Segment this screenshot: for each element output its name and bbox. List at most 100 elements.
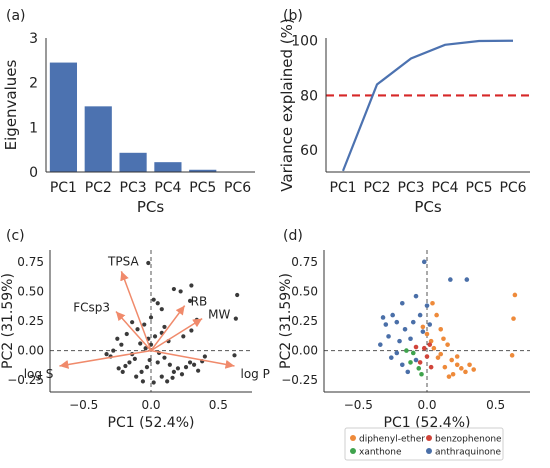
x-tick-label: PC2: [85, 180, 112, 196]
data-point: [162, 355, 167, 360]
y-tick-label: 1: [29, 120, 38, 136]
data-point-benzophenone: [421, 345, 427, 351]
data-point-diphenyl-ether: [445, 342, 450, 347]
data-point: [152, 334, 158, 339]
x-tick-label: PC5: [465, 180, 492, 196]
data-point-anthraquinone: [413, 293, 419, 299]
legend-label: benzophenone: [435, 435, 502, 445]
data-point-anthraquinone: [413, 357, 419, 363]
panel-a: (a) 0 1 2 3 PC1 PC2 PC3 PC4 PC5 PC6 PCs Eigenvalues: [2, 8, 255, 216]
y-axis-label: PC2 (31.59%): [278, 273, 294, 369]
legend-box: [344, 427, 504, 461]
data-point: [134, 374, 139, 379]
data-point-diphenyl-ether: [441, 336, 446, 342]
data-point-diphenyl-ether: [431, 345, 437, 351]
x-axis-label: PCs: [414, 198, 442, 216]
data-point-diphenyl-ether: [454, 362, 460, 368]
data-point: [119, 342, 124, 347]
y-tick-label: 0.25: [17, 314, 44, 328]
data-point-anthraquinone: [394, 319, 400, 325]
legend: diphenyl-ether benzophenone xanthone anthra…: [344, 427, 504, 461]
y-tick-label: 0.25: [291, 314, 318, 328]
data-point: [179, 372, 185, 377]
data-point-anthraquinone: [410, 319, 416, 325]
data-point-diphenyl-ether: [463, 369, 468, 375]
panel-label: (a): [6, 8, 26, 24]
data-point-anthraquinone: [388, 355, 394, 360]
data-point: [181, 334, 186, 339]
loading-label: log S: [24, 367, 54, 381]
data-point: [151, 297, 156, 302]
data-point-diphenyl-ether: [467, 362, 472, 368]
bar-PC4: [154, 162, 182, 172]
legend-marker: [350, 448, 356, 454]
data-point: [138, 341, 143, 346]
y-tick-label: 0.75: [17, 255, 44, 269]
y-tick-label: 0: [29, 165, 38, 181]
x-tick-label: PC1: [50, 180, 77, 196]
data-point-anthraquinone: [421, 259, 427, 265]
data-point: [148, 315, 154, 320]
data-point-diphenyl-ether: [430, 300, 435, 306]
y-tick-label: 60: [300, 143, 318, 159]
data-point-diphenyl-ether: [459, 366, 464, 371]
data-point-xanthone: [404, 348, 409, 353]
data-point-benzophenone: [413, 344, 419, 350]
legend-marker: [426, 448, 432, 454]
x-tick-label: −0.5: [344, 398, 373, 412]
y-tick-label: 100: [291, 34, 318, 50]
data-point: [104, 352, 109, 357]
data-point-diphenyl-ether: [509, 353, 515, 358]
data-point: [146, 260, 151, 266]
y-axis-label: Variance explained (%): [278, 18, 296, 191]
x-tick-label: 0.0: [141, 398, 160, 412]
panel-b: (b) 60 80 100 PC1 PC2 PC3 PC4 PC5 PC6 PCs Variance …: [278, 8, 530, 216]
data-point: [111, 348, 116, 353]
data-point-xanthone: [416, 366, 422, 371]
data-point: [155, 301, 160, 306]
x-axis-label: PC1 (52.4%): [384, 415, 471, 431]
x-tick-label: PC1: [329, 180, 356, 196]
y-tick-label: 3: [29, 31, 38, 47]
data-point: [187, 298, 193, 303]
data-point-benzophenone: [428, 364, 434, 370]
legend-marker: [426, 435, 432, 441]
x-tick-label: PC6: [499, 180, 526, 196]
loading-label: TPSA: [107, 254, 139, 268]
y-tick-label: 0.00: [291, 344, 318, 358]
data-point: [189, 283, 194, 288]
bar-PC3: [119, 152, 147, 172]
data-point: [140, 379, 146, 384]
y-tick-label: 0.00: [17, 344, 44, 358]
x-tick-label: 0.5: [486, 398, 505, 412]
data-point: [183, 365, 189, 370]
bar-PC5: [189, 169, 217, 172]
bar-PC1: [49, 62, 78, 172]
x-tick-label: PC5: [189, 180, 216, 196]
data-point-diphenyl-ether: [471, 367, 476, 372]
data-point-diphenyl-ether: [511, 316, 516, 321]
x-tick-label: PC4: [154, 180, 181, 196]
data-point-anthraquinone: [402, 326, 408, 332]
data-point-diphenyl-ether: [435, 355, 441, 360]
legend-label: diphenyl-ether: [359, 435, 425, 445]
data-point-anthraquinone: [424, 303, 430, 308]
loading-arrow-FCsp3: [115, 311, 152, 352]
data-point-anthraquinone: [390, 312, 395, 318]
data-point-anthraquinone: [408, 336, 413, 342]
data-point: [170, 375, 175, 380]
loading-label: RB: [191, 295, 208, 309]
data-point-anthraquinone: [378, 342, 383, 347]
panel-label: (c): [6, 228, 25, 244]
x-tick-label: 0.0: [417, 398, 436, 412]
data-point-anthraquinone: [420, 329, 426, 334]
data-point-anthraquinone: [448, 277, 453, 282]
y-tick-label: 80: [300, 88, 318, 104]
data-point-anthraquinone: [394, 350, 400, 356]
x-tick-label: PC3: [120, 180, 147, 196]
legend-label: xanthone: [359, 448, 402, 458]
data-point-diphenyl-ether: [512, 292, 518, 298]
data-point: [151, 380, 156, 385]
panel-label: (b): [283, 8, 303, 24]
data-point-anthraquinone: [399, 300, 405, 306]
